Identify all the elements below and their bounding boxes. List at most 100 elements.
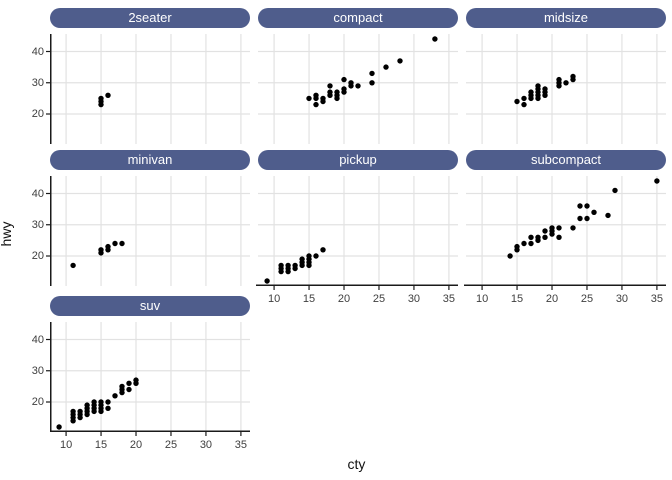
- data-point: [126, 386, 132, 393]
- facet-strip-minivan: minivan: [50, 150, 250, 170]
- data-point: [577, 203, 583, 209]
- data-point: [133, 377, 139, 383]
- facet-panel-pickup: [256, 176, 458, 290]
- data-point: [98, 95, 104, 102]
- data-point: [105, 405, 111, 411]
- y-tick-label: 20: [31, 108, 44, 120]
- data-point: [320, 95, 326, 102]
- facet-strip-midsize: midsize: [466, 8, 666, 28]
- y-tick-label: 20: [31, 396, 44, 408]
- data-point: [313, 101, 319, 108]
- scatter-canvas-compact: [258, 34, 458, 144]
- data-point: [70, 408, 76, 415]
- x-tick-label: 35: [650, 293, 664, 305]
- data-point: [56, 424, 62, 430]
- x-tick-label: 10: [475, 293, 489, 305]
- x-tick-label: 10: [267, 293, 281, 305]
- data-point: [98, 247, 104, 253]
- data-point: [528, 89, 534, 95]
- x-tick-label: 20: [129, 439, 143, 451]
- data-point: [77, 408, 83, 415]
- data-point: [105, 92, 111, 98]
- x-tick-label: 20: [545, 293, 559, 305]
- y-tick-label: 30: [31, 364, 44, 377]
- data-point: [549, 225, 555, 231]
- data-point: [112, 393, 118, 399]
- y-tick-label: 40: [31, 187, 44, 200]
- data-point: [369, 70, 375, 77]
- data-point: [341, 76, 347, 83]
- data-point: [654, 178, 660, 184]
- data-point: [264, 278, 270, 284]
- x-axis-title: cty: [347, 456, 366, 472]
- facet-strip-subcompact: subcompact: [466, 150, 666, 170]
- facet-panel-suv: [46, 322, 250, 436]
- data-point: [605, 212, 611, 219]
- x-tick-label: 35: [442, 293, 456, 305]
- data-point: [91, 399, 97, 405]
- x-tick-label: 30: [199, 439, 213, 451]
- y-tick-label: 40: [31, 333, 44, 346]
- y-axis-title: hwy: [0, 221, 14, 247]
- data-point: [584, 215, 590, 222]
- y-tick-label: 30: [31, 218, 44, 231]
- data-point: [369, 80, 375, 86]
- data-point: [348, 80, 354, 86]
- data-point: [432, 36, 438, 42]
- data-point: [591, 209, 597, 215]
- y-tick-label: 30: [31, 76, 44, 89]
- facet-panel-compact: [258, 34, 458, 144]
- data-point: [563, 80, 569, 86]
- scatter-canvas-2seater: [46, 34, 250, 144]
- data-point: [383, 64, 389, 70]
- data-point: [535, 234, 541, 240]
- data-point: [278, 262, 284, 269]
- x-tick-label: 30: [615, 293, 629, 305]
- facet-strip-compact: compact: [258, 8, 458, 28]
- data-point: [119, 383, 125, 390]
- data-point: [542, 228, 548, 234]
- data-point: [98, 399, 104, 405]
- data-point: [306, 95, 312, 102]
- facet-panel-midsize: [466, 34, 666, 144]
- data-point: [528, 240, 534, 247]
- data-point: [84, 402, 90, 408]
- data-point: [514, 98, 520, 105]
- scatter-canvas-suv: [46, 322, 250, 436]
- data-point: [285, 262, 291, 269]
- x-tick-label: 15: [302, 293, 316, 305]
- data-point: [577, 215, 583, 222]
- data-point: [341, 86, 347, 92]
- data-point: [542, 234, 548, 240]
- data-point: [397, 58, 403, 64]
- scatter-canvas-minivan: [46, 176, 250, 286]
- scatter-canvas-pickup: [256, 176, 458, 290]
- facet-panel-2seater: [46, 34, 250, 144]
- data-point: [528, 234, 534, 240]
- data-point: [313, 92, 319, 98]
- data-point: [556, 76, 562, 83]
- x-tick-label: 15: [510, 293, 524, 305]
- x-tick-label: 15: [94, 439, 108, 451]
- data-point: [292, 262, 298, 269]
- data-point: [556, 234, 562, 240]
- facet-panel-subcompact: [464, 176, 666, 290]
- data-point: [112, 240, 118, 247]
- data-point: [612, 187, 618, 194]
- data-point: [514, 243, 520, 250]
- data-point: [126, 380, 132, 386]
- data-point: [119, 240, 125, 247]
- data-point: [299, 256, 305, 262]
- data-point: [313, 253, 319, 259]
- data-point: [570, 73, 576, 80]
- scatter-canvas-midsize: [466, 34, 666, 144]
- data-point: [521, 101, 527, 108]
- y-tick-label: 40: [31, 45, 44, 58]
- facet-panel-minivan: [46, 176, 250, 286]
- x-tick-label: 10: [59, 439, 73, 451]
- data-point: [306, 253, 312, 259]
- data-point: [521, 95, 527, 102]
- x-tick-label: 25: [580, 293, 594, 305]
- data-point: [556, 225, 562, 231]
